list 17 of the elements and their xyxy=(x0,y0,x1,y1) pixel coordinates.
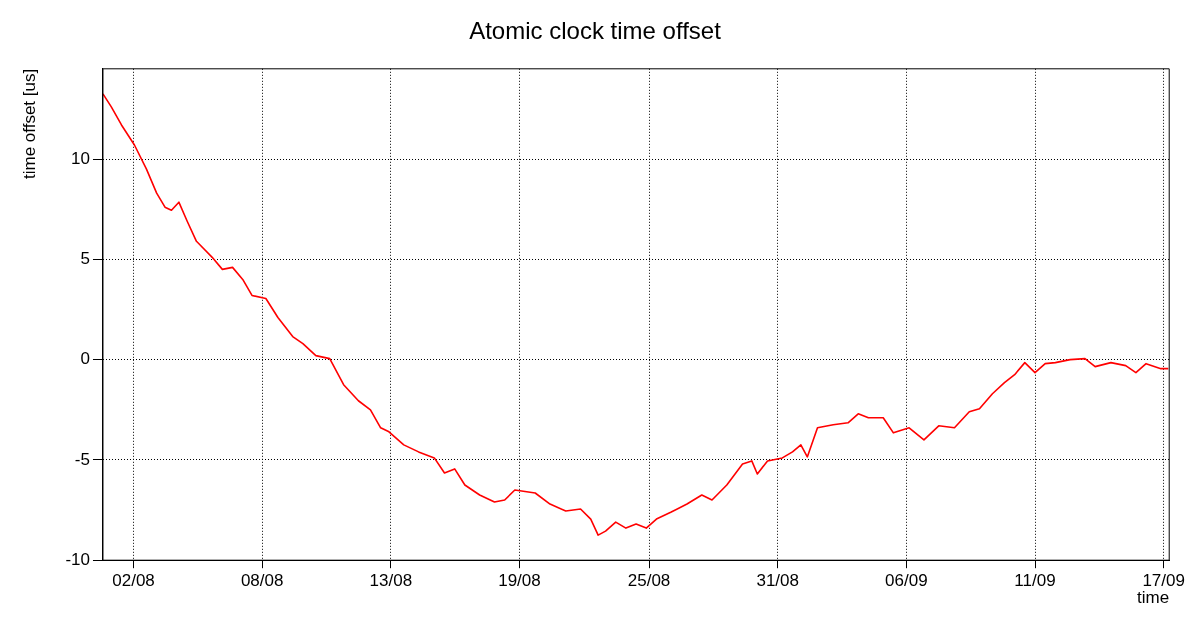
x-tick-label: 25/08 xyxy=(627,571,671,591)
x-axis-title: time xyxy=(1137,588,1170,608)
x-tick-label: 08/08 xyxy=(240,571,284,591)
x-tick-label: 31/08 xyxy=(756,571,799,591)
y-tick-label: -5 xyxy=(74,449,90,469)
y-tick-label: -10 xyxy=(65,549,90,569)
x-tick-label: 19/08 xyxy=(498,571,541,591)
y-tick-label: 5 xyxy=(80,249,90,269)
x-tick-label: 06/09 xyxy=(885,571,928,591)
y-axis-title: time offset [us] xyxy=(19,68,39,180)
y-tick-label: 10 xyxy=(71,148,90,168)
chart-title: Atomic clock time offset xyxy=(469,17,722,45)
x-tick-label: 13/08 xyxy=(369,571,413,591)
x-tick-label: 02/08 xyxy=(112,571,155,591)
y-tick-label: 0 xyxy=(80,349,90,369)
x-tick-label: 17/09 xyxy=(1142,571,1185,591)
x-tick-label: 11/09 xyxy=(1014,571,1056,591)
